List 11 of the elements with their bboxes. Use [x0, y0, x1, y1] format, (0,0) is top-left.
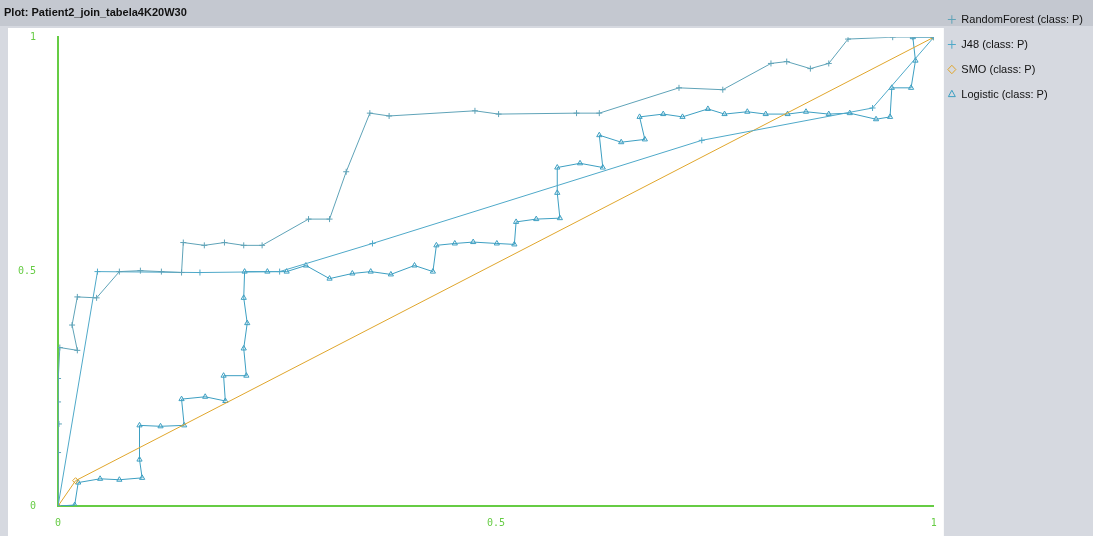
y-tick-label: 1 — [30, 30, 37, 42]
x-tick-label: 0 — [55, 516, 62, 528]
legend-label: SMO (class: P) — [961, 62, 1036, 75]
chart-title: Plot: Patient2_join_tabela4K20W30 — [4, 5, 187, 18]
y-tick-label: 0.5 — [18, 265, 37, 277]
legend-label: J48 (class: P) — [961, 37, 1028, 50]
y-tick-label: 0 — [30, 499, 37, 511]
legend-label: RandomForest (class: P) — [961, 12, 1084, 25]
x-tick-label: 0.5 — [486, 516, 505, 528]
x-tick-label: 1 — [930, 516, 937, 528]
legend-label: Logistic (class: P) — [961, 87, 1048, 100]
